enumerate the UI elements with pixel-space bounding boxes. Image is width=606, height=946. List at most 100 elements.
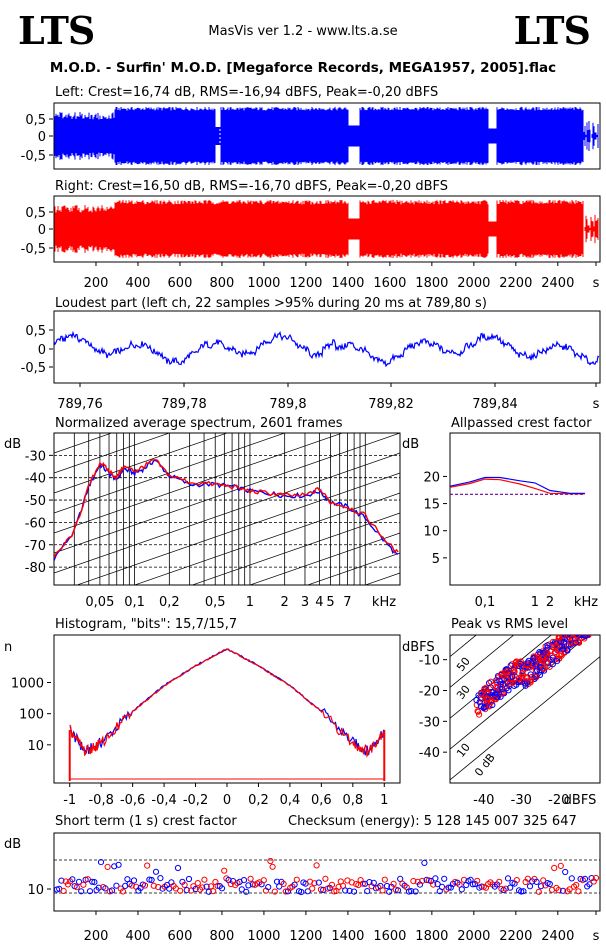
x-tick-label: 789,76: [57, 397, 103, 412]
peak-rms-point: [512, 659, 519, 667]
peak-rms-point: [527, 671, 534, 678]
peak-rms-point: [478, 690, 485, 697]
crest-point: [342, 887, 349, 894]
peak-rms-point: [562, 635, 569, 639]
peak-rms-point: [521, 680, 529, 687]
x-tick-label: 2: [281, 595, 289, 610]
crest-point: [115, 861, 122, 868]
peak-rms-point: [553, 643, 561, 650]
crest-point: [146, 876, 153, 883]
crest-point: [575, 888, 582, 895]
crest-point: [507, 884, 514, 891]
crest-point: [73, 884, 80, 891]
crest-point: [60, 887, 67, 895]
y-tick-label: -10: [419, 654, 440, 669]
crest-point: [524, 875, 531, 882]
x-tick-label: -0,4: [151, 793, 176, 808]
x-tick-label: 7: [343, 595, 351, 610]
histogram-plot: [68, 648, 386, 781]
x-tick-label: 1000: [247, 276, 280, 291]
y-tick-label: 15: [423, 498, 440, 513]
peak-rms-point: [582, 635, 589, 640]
x-tick-label: 0,2: [248, 793, 269, 808]
crest-point: [249, 881, 256, 888]
peak-rms-point: [508, 673, 516, 680]
peak-rms-point: [483, 695, 490, 702]
peak-rms-point: [489, 701, 496, 709]
peak-rms-point: [523, 675, 530, 682]
x-tick-label: -30: [511, 793, 532, 808]
x-tick-label: s: [593, 397, 600, 412]
peak-rms-point: [533, 673, 540, 680]
spectrum-title: Normalized average spectrum, 2601 frames: [55, 416, 343, 431]
histogram-right-series: [69, 648, 385, 758]
crest-point: [445, 884, 452, 891]
peak-rms-point: [573, 635, 581, 639]
peak-rms-point: [533, 656, 540, 663]
peak-rms-point: [498, 670, 505, 678]
y-tick-label: 20: [423, 470, 440, 485]
crest-point: [419, 877, 426, 885]
crest-point: [69, 876, 76, 883]
loudest-part-frame: [53, 310, 601, 384]
x-tick-label: 0,6: [311, 793, 332, 808]
y-tick-label: -40: [419, 746, 440, 761]
peak-rms-point: [532, 661, 540, 668]
crest-point: [386, 888, 393, 895]
x-tick-label: 1400: [331, 276, 364, 291]
crest-point: [260, 877, 267, 884]
crest-point: [540, 877, 547, 884]
crest-point: [458, 886, 465, 893]
crest-point: [586, 881, 593, 888]
peak-rms-point: [527, 679, 534, 686]
peak-rms-point: [536, 671, 544, 679]
crest-point: [390, 880, 397, 887]
crest-point: [86, 888, 94, 895]
crest-point: [273, 878, 281, 885]
y-tick-label: -30: [419, 715, 440, 730]
peak-rms-point: [494, 687, 502, 694]
slope-line: [248, 532, 400, 585]
crest-point: [557, 862, 564, 870]
peak-rms-y-label: dBFS: [402, 640, 435, 655]
x-tick-label: 1800: [415, 929, 448, 944]
crest-point: [119, 888, 127, 895]
peak-rms-x-unit: dBFS: [564, 793, 597, 808]
x-tick-label: 0,2: [159, 595, 180, 610]
right-waveform-title: Right: Crest=16,50 dB, RMS=-16,70 dBFS, …: [55, 179, 448, 194]
peak-rms-point: [504, 667, 511, 674]
crest-point: [91, 879, 98, 886]
peak-rms-point: [576, 635, 583, 639]
crest-point: [504, 875, 512, 882]
crest-point: [518, 888, 525, 895]
crest-point: [546, 880, 553, 888]
y-tick-label: -0,5: [21, 149, 46, 164]
y-tick-label: 5: [432, 552, 440, 567]
y-tick-label: 0,5: [25, 206, 46, 221]
x-tick-label: -40: [473, 793, 494, 808]
spectrum-right-series: [54, 458, 399, 559]
crest-point: [381, 876, 388, 883]
crest-point: [573, 881, 580, 889]
peak-rms-point: [490, 682, 497, 689]
x-tick-label: 2200: [499, 276, 532, 291]
crest-point: [247, 875, 254, 882]
crest-point: [432, 875, 439, 882]
peak-rms-point: [524, 662, 531, 669]
x-tick-label: 200: [84, 276, 109, 291]
crest-point: [265, 884, 272, 891]
crest-point: [243, 888, 250, 895]
loudest-part-title: Loudest part (left ch, 22 samples >95% d…: [55, 296, 487, 311]
slope-line: [54, 433, 113, 454]
crest-point: [183, 887, 190, 894]
peak-rms-point: [530, 655, 537, 662]
peak-rms-point: [515, 675, 523, 682]
histogram-title: Histogram, "bits": 15,7/15,7: [55, 617, 237, 632]
peak-rms-point: [576, 639, 583, 646]
peak-rms-point: [496, 677, 503, 684]
x-tick-label: 2200: [499, 929, 532, 944]
crest-point: [379, 887, 386, 894]
x-tick-label: 0,8: [342, 793, 363, 808]
crest-factor-frame: [449, 432, 601, 586]
